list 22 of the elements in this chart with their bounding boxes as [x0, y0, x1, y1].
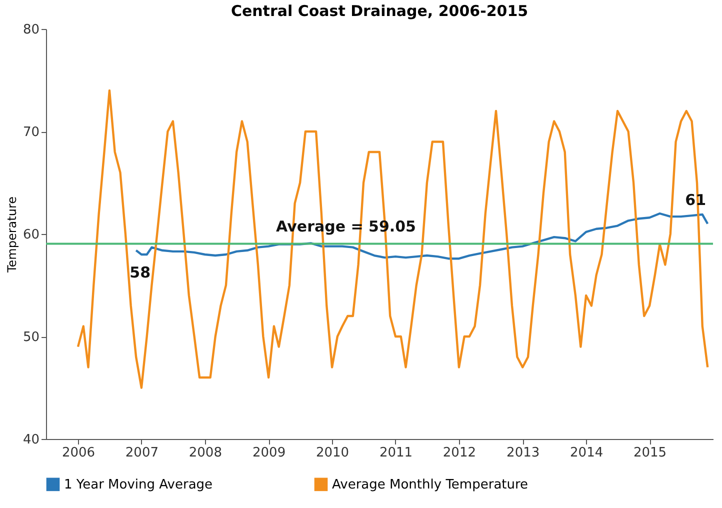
x-tick-label: 2011 [379, 446, 413, 460]
y-axis-title: Temperature [4, 196, 19, 274]
line-series [134, 212, 709, 260]
x-tick-label: 2014 [570, 446, 604, 460]
line-series [76, 89, 709, 389]
y-tick-label: 80 [22, 22, 40, 38]
y-tick-label: 50 [22, 330, 40, 345]
x-tick-label: 2015 [633, 446, 667, 460]
x-tick-label: 2006 [62, 446, 96, 460]
y-tick-label: 70 [22, 125, 40, 140]
x-tick-label: 2012 [442, 446, 476, 460]
x-tick-label: 2007 [125, 446, 159, 460]
y-tick-label: 60 [22, 228, 40, 242]
legend-label: 1 Year Moving Average [64, 477, 213, 492]
x-tick-label: 2008 [188, 446, 222, 460]
chart-title: Central Coast Drainage, 2006-2015 [230, 2, 528, 20]
y-tick-label: 40 [22, 432, 40, 448]
x-tick-label: 2013 [506, 446, 540, 460]
x-tick-label: 2010 [316, 446, 350, 460]
legend-label: Average Monthly Temperature [332, 477, 528, 492]
annotation: 58 [130, 263, 151, 282]
x-tick-label: 2009 [252, 446, 286, 460]
